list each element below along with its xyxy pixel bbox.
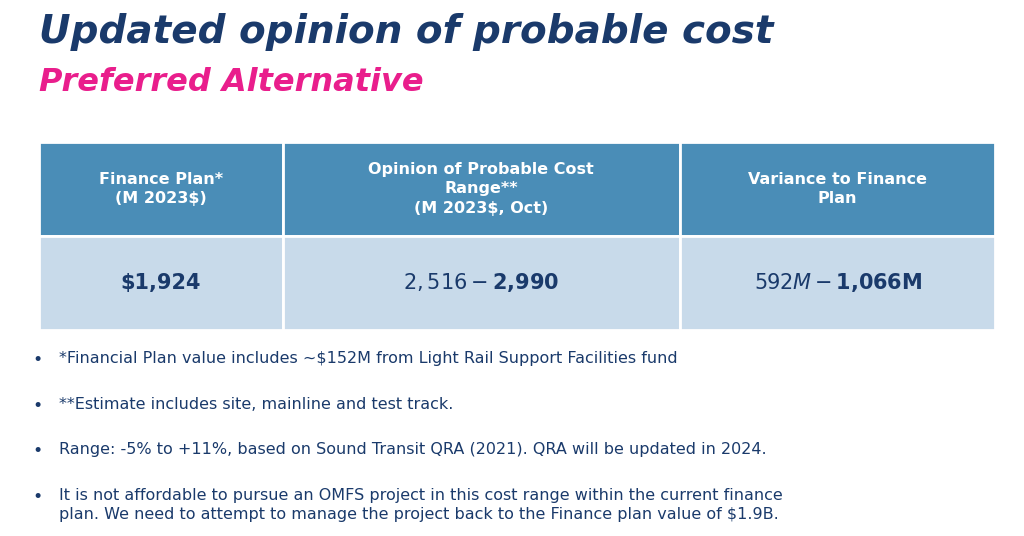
Text: •: • xyxy=(33,351,43,369)
Text: $592M - $1,066M: $592M - $1,066M xyxy=(754,271,922,294)
Text: $2,516 - $2,990: $2,516 - $2,990 xyxy=(403,271,559,294)
Text: •: • xyxy=(33,488,43,506)
Text: It is not affordable to pursue an OMFS project in this cost range within the cur: It is not affordable to pursue an OMFS p… xyxy=(59,488,783,522)
Text: •: • xyxy=(33,442,43,460)
Text: Opinion of Probable Cost
Range**
(M 2023$, Oct): Opinion of Probable Cost Range** (M 2023… xyxy=(369,162,594,215)
Bar xyxy=(39,142,283,236)
Text: Updated opinion of probable cost: Updated opinion of probable cost xyxy=(39,13,773,51)
Text: $1,924: $1,924 xyxy=(121,273,201,293)
Bar xyxy=(680,142,995,236)
Text: *Financial Plan value includes ~$152M from Light Rail Support Facilities fund: *Financial Plan value includes ~$152M fr… xyxy=(59,351,678,366)
Text: Range: -5% to +11%, based on Sound Transit QRA (2021). QRA will be updated in 20: Range: -5% to +11%, based on Sound Trans… xyxy=(59,442,767,457)
Text: Finance Plan*
(M 2023$): Finance Plan* (M 2023$) xyxy=(98,172,223,206)
Text: **Estimate includes site, mainline and test track.: **Estimate includes site, mainline and t… xyxy=(59,397,454,412)
Text: Variance to Finance
Plan: Variance to Finance Plan xyxy=(748,172,927,206)
Bar xyxy=(39,236,283,330)
Bar xyxy=(680,236,995,330)
Text: Preferred Alternative: Preferred Alternative xyxy=(39,67,424,98)
Text: •: • xyxy=(33,397,43,415)
Bar xyxy=(283,236,680,330)
Bar xyxy=(283,142,680,236)
